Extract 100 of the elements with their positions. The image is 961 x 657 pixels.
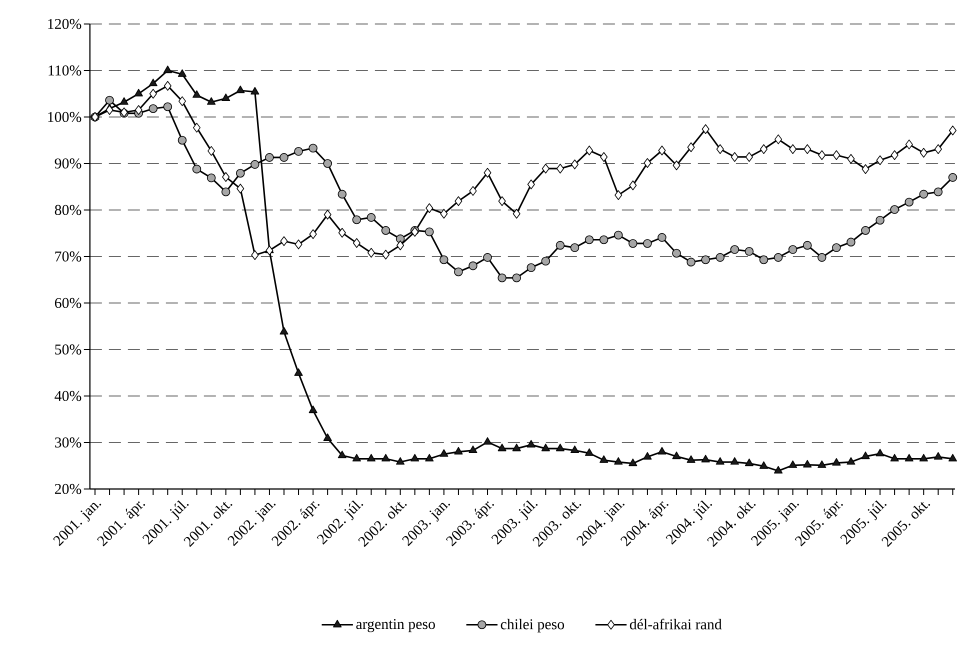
- point: [890, 150, 898, 160]
- point: [614, 190, 622, 200]
- point: [484, 168, 492, 178]
- point: [381, 454, 390, 462]
- point: [424, 227, 434, 236]
- point: [804, 144, 812, 154]
- point: [832, 458, 841, 466]
- y-tick-label: 70%: [55, 251, 82, 262]
- point: [687, 142, 695, 152]
- point: [280, 153, 288, 162]
- point: [672, 452, 681, 460]
- point: [658, 146, 666, 156]
- point: [774, 253, 783, 262]
- point: [280, 236, 288, 246]
- point: [426, 203, 434, 214]
- point: [483, 437, 492, 445]
- point: [686, 455, 696, 463]
- y-tick-label: 50%: [55, 344, 82, 355]
- point: [454, 446, 463, 454]
- point: [818, 460, 826, 468]
- point: [366, 213, 376, 222]
- point: [629, 180, 637, 190]
- point: [570, 160, 579, 170]
- point: [148, 104, 158, 114]
- point: [861, 226, 870, 235]
- y-tick-label: 90%: [54, 158, 82, 169]
- point: [134, 105, 142, 115]
- point: [526, 263, 536, 272]
- legend-label: chilei peso: [500, 618, 564, 632]
- point: [600, 152, 608, 162]
- point: [556, 164, 564, 174]
- point: [323, 433, 332, 441]
- point: [338, 228, 346, 238]
- legend-label: dél-afrikai rand: [630, 618, 722, 630]
- point: [498, 196, 506, 206]
- point: [512, 208, 520, 219]
- point: [178, 136, 187, 145]
- point: [556, 240, 565, 250]
- point: [542, 164, 550, 174]
- point: [904, 454, 914, 462]
- point: [352, 215, 362, 224]
- point: [730, 152, 738, 162]
- point: [192, 122, 201, 133]
- point: [440, 208, 448, 219]
- point: [338, 190, 347, 199]
- point: [789, 144, 797, 154]
- point: [265, 153, 274, 162]
- point: [527, 180, 535, 190]
- point: [832, 243, 841, 252]
- point: [832, 150, 840, 160]
- point: [788, 460, 798, 468]
- point: [744, 246, 754, 256]
- point: [934, 144, 942, 154]
- point: [192, 164, 202, 174]
- point: [280, 326, 288, 334]
- point: [425, 454, 434, 462]
- point: [570, 243, 580, 252]
- point: [396, 457, 405, 465]
- point: [323, 159, 332, 168]
- point: [702, 124, 710, 134]
- point: [701, 255, 710, 264]
- y-tick-label: 110%: [48, 65, 82, 76]
- point: [586, 146, 594, 156]
- point: [934, 187, 943, 196]
- point: [367, 248, 375, 258]
- point: [614, 230, 623, 240]
- point: [803, 460, 812, 468]
- point: [222, 172, 230, 182]
- point: [410, 454, 420, 462]
- point: [862, 164, 870, 174]
- point: [236, 184, 244, 194]
- point: [541, 256, 550, 266]
- point: [381, 226, 390, 235]
- point: [483, 253, 492, 262]
- point: [846, 238, 856, 246]
- point: [600, 455, 608, 463]
- point: [250, 86, 260, 95]
- point: [294, 147, 303, 156]
- point: [308, 406, 318, 414]
- point: [338, 450, 346, 458]
- point: [890, 454, 899, 462]
- point: [498, 273, 506, 282]
- point: [730, 457, 739, 465]
- point: [208, 146, 216, 156]
- point: [701, 454, 710, 462]
- point: [454, 267, 463, 276]
- point: [658, 446, 666, 454]
- point: [584, 235, 594, 244]
- point: [309, 229, 317, 240]
- point: [250, 160, 260, 169]
- point: [861, 452, 870, 460]
- point: [658, 233, 666, 242]
- point: [643, 239, 652, 248]
- point: [468, 261, 478, 270]
- point: [164, 80, 172, 91]
- y-tick-label: 100%: [48, 112, 82, 122]
- point: [876, 155, 884, 166]
- point: [236, 86, 245, 94]
- point: [584, 448, 594, 456]
- point: [788, 245, 798, 254]
